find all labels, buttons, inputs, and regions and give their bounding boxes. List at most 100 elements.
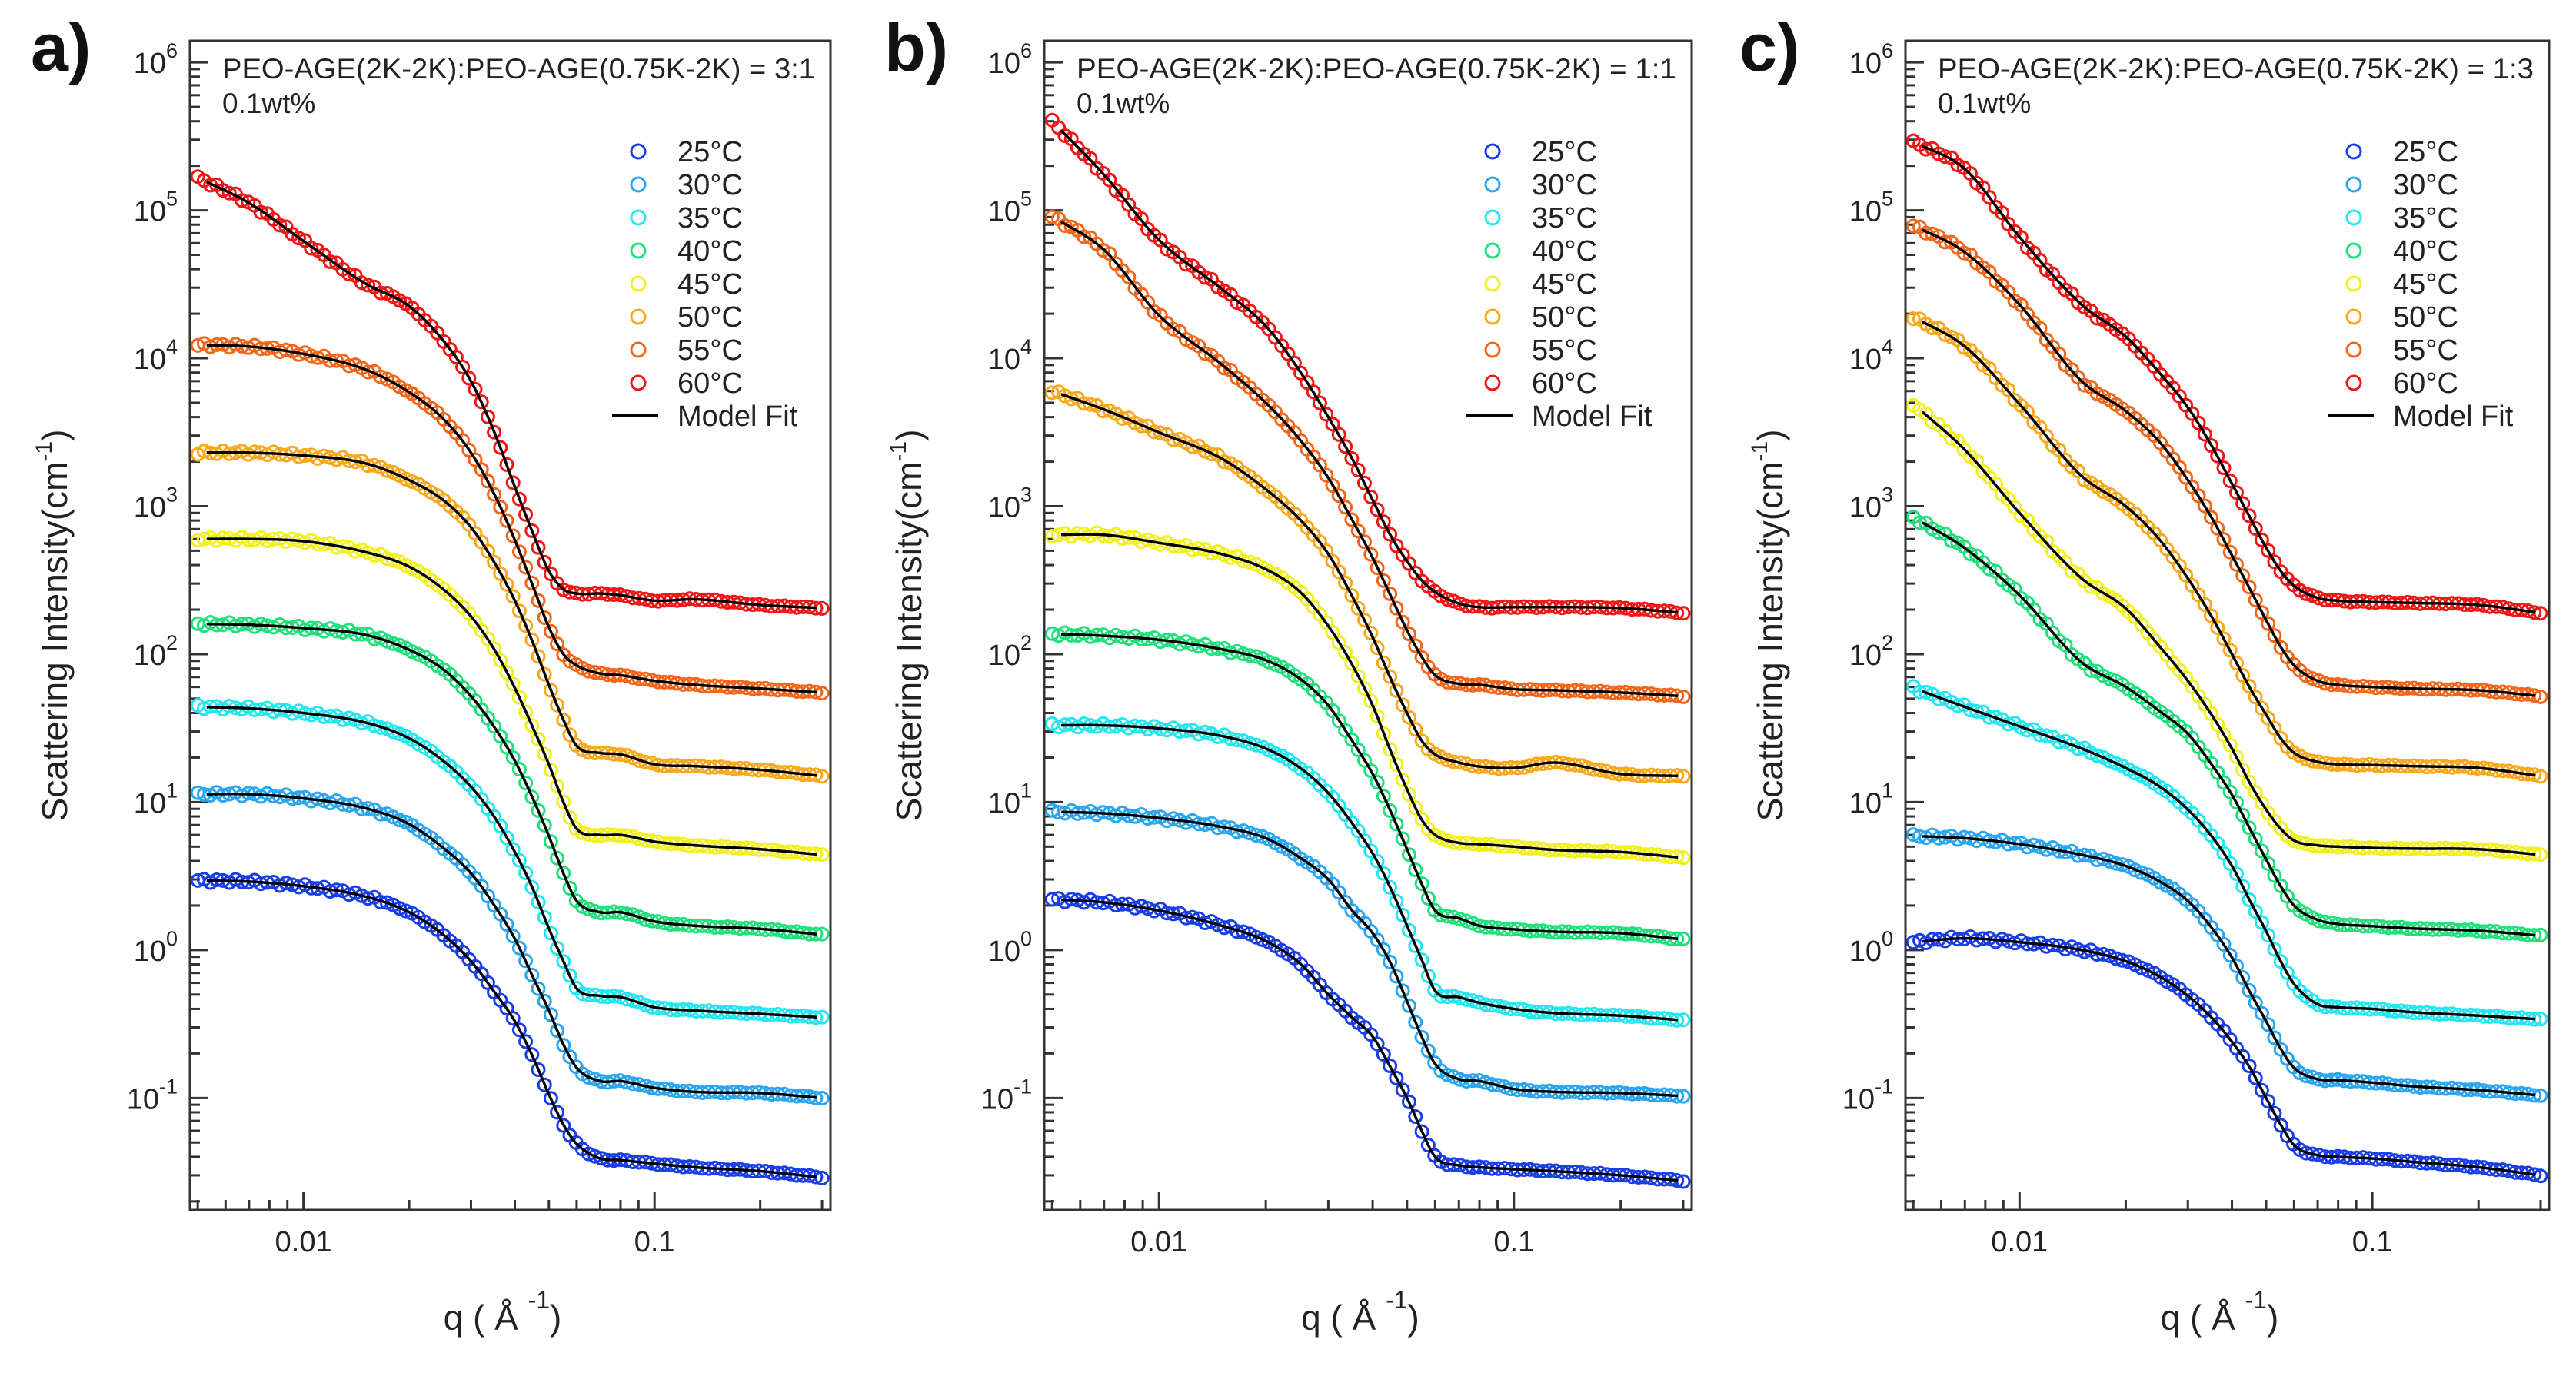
x-tick-label: 0.1 bbox=[634, 1226, 675, 1258]
data-point bbox=[1363, 547, 1379, 562]
plot-title: PEO-AGE(2K-2K):PEO-AGE(0.75K-2K) = 3:1 bbox=[222, 53, 815, 85]
data-point bbox=[379, 895, 394, 910]
data-point bbox=[1338, 575, 1353, 590]
data-point bbox=[1376, 726, 1391, 741]
data-point bbox=[2242, 892, 2257, 907]
y-tick-label: 102 bbox=[1849, 631, 1893, 672]
data-point bbox=[2216, 532, 2232, 547]
data-point bbox=[2298, 1069, 2314, 1084]
data-point bbox=[385, 724, 401, 740]
data-point bbox=[235, 193, 250, 208]
legend-marker-icon bbox=[1484, 374, 1501, 391]
y-axis-label-exponent: -1 bbox=[32, 441, 57, 462]
x-tick-label: 0.1 bbox=[1493, 1226, 1534, 1258]
data-point bbox=[1395, 831, 1410, 846]
data-point bbox=[493, 566, 508, 581]
data-point bbox=[1376, 866, 1391, 881]
data-point bbox=[537, 666, 552, 682]
x-axis-label: q ( Å -1) bbox=[2161, 1286, 2279, 1338]
data-point bbox=[474, 462, 489, 477]
data-point bbox=[2191, 415, 2206, 430]
data-point bbox=[505, 676, 521, 692]
x-axis-ticks: 0.01 0.1 bbox=[1050, 1192, 1685, 1258]
data-point bbox=[537, 909, 552, 925]
data-point bbox=[2020, 512, 2035, 527]
data-point bbox=[1133, 211, 1149, 226]
data-point bbox=[1383, 586, 1398, 601]
data-point bbox=[2254, 796, 2269, 811]
series-30C bbox=[1044, 803, 1691, 1104]
x-axis-label-text: q ( Å bbox=[2161, 1298, 2245, 1338]
legend-item: 60°C bbox=[2345, 367, 2458, 400]
data-point bbox=[341, 267, 357, 282]
data-point bbox=[562, 1049, 577, 1065]
legend-item: 35°C bbox=[630, 202, 743, 234]
data-point bbox=[2210, 717, 2225, 732]
data-point bbox=[1988, 477, 2003, 492]
legend-label: 40°C bbox=[2393, 235, 2458, 268]
legend-marker-icon bbox=[630, 242, 647, 259]
legend-marker-icon bbox=[2345, 176, 2362, 193]
data-point bbox=[511, 940, 527, 956]
data-point bbox=[499, 513, 514, 528]
data-point bbox=[2261, 543, 2276, 558]
data-point bbox=[505, 929, 521, 944]
data-point bbox=[1389, 756, 1404, 772]
data-point bbox=[2261, 856, 2276, 871]
y-tick-exponent: 0 bbox=[1020, 927, 1032, 950]
legend-label: 50°C bbox=[677, 301, 743, 334]
data-point bbox=[2204, 510, 2218, 525]
legend-item: 40°C bbox=[2345, 235, 2458, 268]
data-point bbox=[2222, 474, 2238, 488]
y-tick-base: 10 bbox=[1849, 491, 1882, 523]
data-point bbox=[562, 880, 577, 896]
legend-item: 30°C bbox=[1484, 169, 1597, 201]
data-point bbox=[524, 967, 540, 982]
data-point bbox=[531, 803, 546, 818]
series-50C bbox=[190, 443, 830, 784]
data-point bbox=[322, 254, 338, 269]
data-point bbox=[524, 1047, 540, 1062]
data-point bbox=[398, 903, 414, 919]
data-point bbox=[2229, 866, 2244, 882]
data-point bbox=[2261, 710, 2276, 726]
data-point bbox=[487, 487, 502, 502]
legend-item: 50°C bbox=[1484, 301, 1597, 334]
data-point bbox=[531, 895, 546, 909]
legend-marker-icon bbox=[2345, 275, 2362, 292]
y-axis-label: Scattering Intensity(cm-1) bbox=[32, 430, 75, 822]
y-tick-exponent: 3 bbox=[166, 483, 178, 506]
y-tick-base: 10 bbox=[981, 1083, 1013, 1115]
legend-label: Model Fit bbox=[677, 401, 798, 433]
data-point bbox=[581, 1070, 597, 1085]
plot-subtitle: 0.1wt% bbox=[1938, 88, 2031, 119]
legend-label: 60°C bbox=[1532, 367, 1597, 400]
y-tick-exponent: 3 bbox=[1020, 483, 1032, 506]
data-point bbox=[2261, 616, 2276, 631]
series-60C bbox=[190, 169, 830, 616]
data-point bbox=[304, 241, 319, 256]
y-tick-exponent: -1 bbox=[159, 1075, 178, 1098]
data-point bbox=[2261, 1017, 2276, 1032]
legend-item-fit: Model Fit bbox=[1466, 401, 1652, 433]
x-axis-ticks: 0.01 0.1 bbox=[196, 1192, 824, 1258]
series-25C bbox=[1044, 891, 1691, 1189]
legend-label: 30°C bbox=[2393, 169, 2458, 201]
data-point bbox=[474, 394, 489, 410]
data-point bbox=[1420, 891, 1436, 906]
legend-item: 55°C bbox=[2345, 334, 2458, 367]
data-point bbox=[379, 633, 394, 649]
legend-label: 50°C bbox=[2393, 301, 2458, 334]
data-point bbox=[518, 560, 534, 575]
data-point bbox=[2248, 1070, 2263, 1085]
data-point bbox=[1363, 625, 1379, 640]
model-fit-line bbox=[1921, 521, 2536, 937]
data-point bbox=[2235, 568, 2251, 583]
data-point bbox=[2222, 544, 2238, 560]
data-point bbox=[1420, 1138, 1436, 1153]
data-point bbox=[2001, 382, 2016, 397]
data-point bbox=[379, 463, 394, 478]
data-point bbox=[2267, 868, 2282, 883]
